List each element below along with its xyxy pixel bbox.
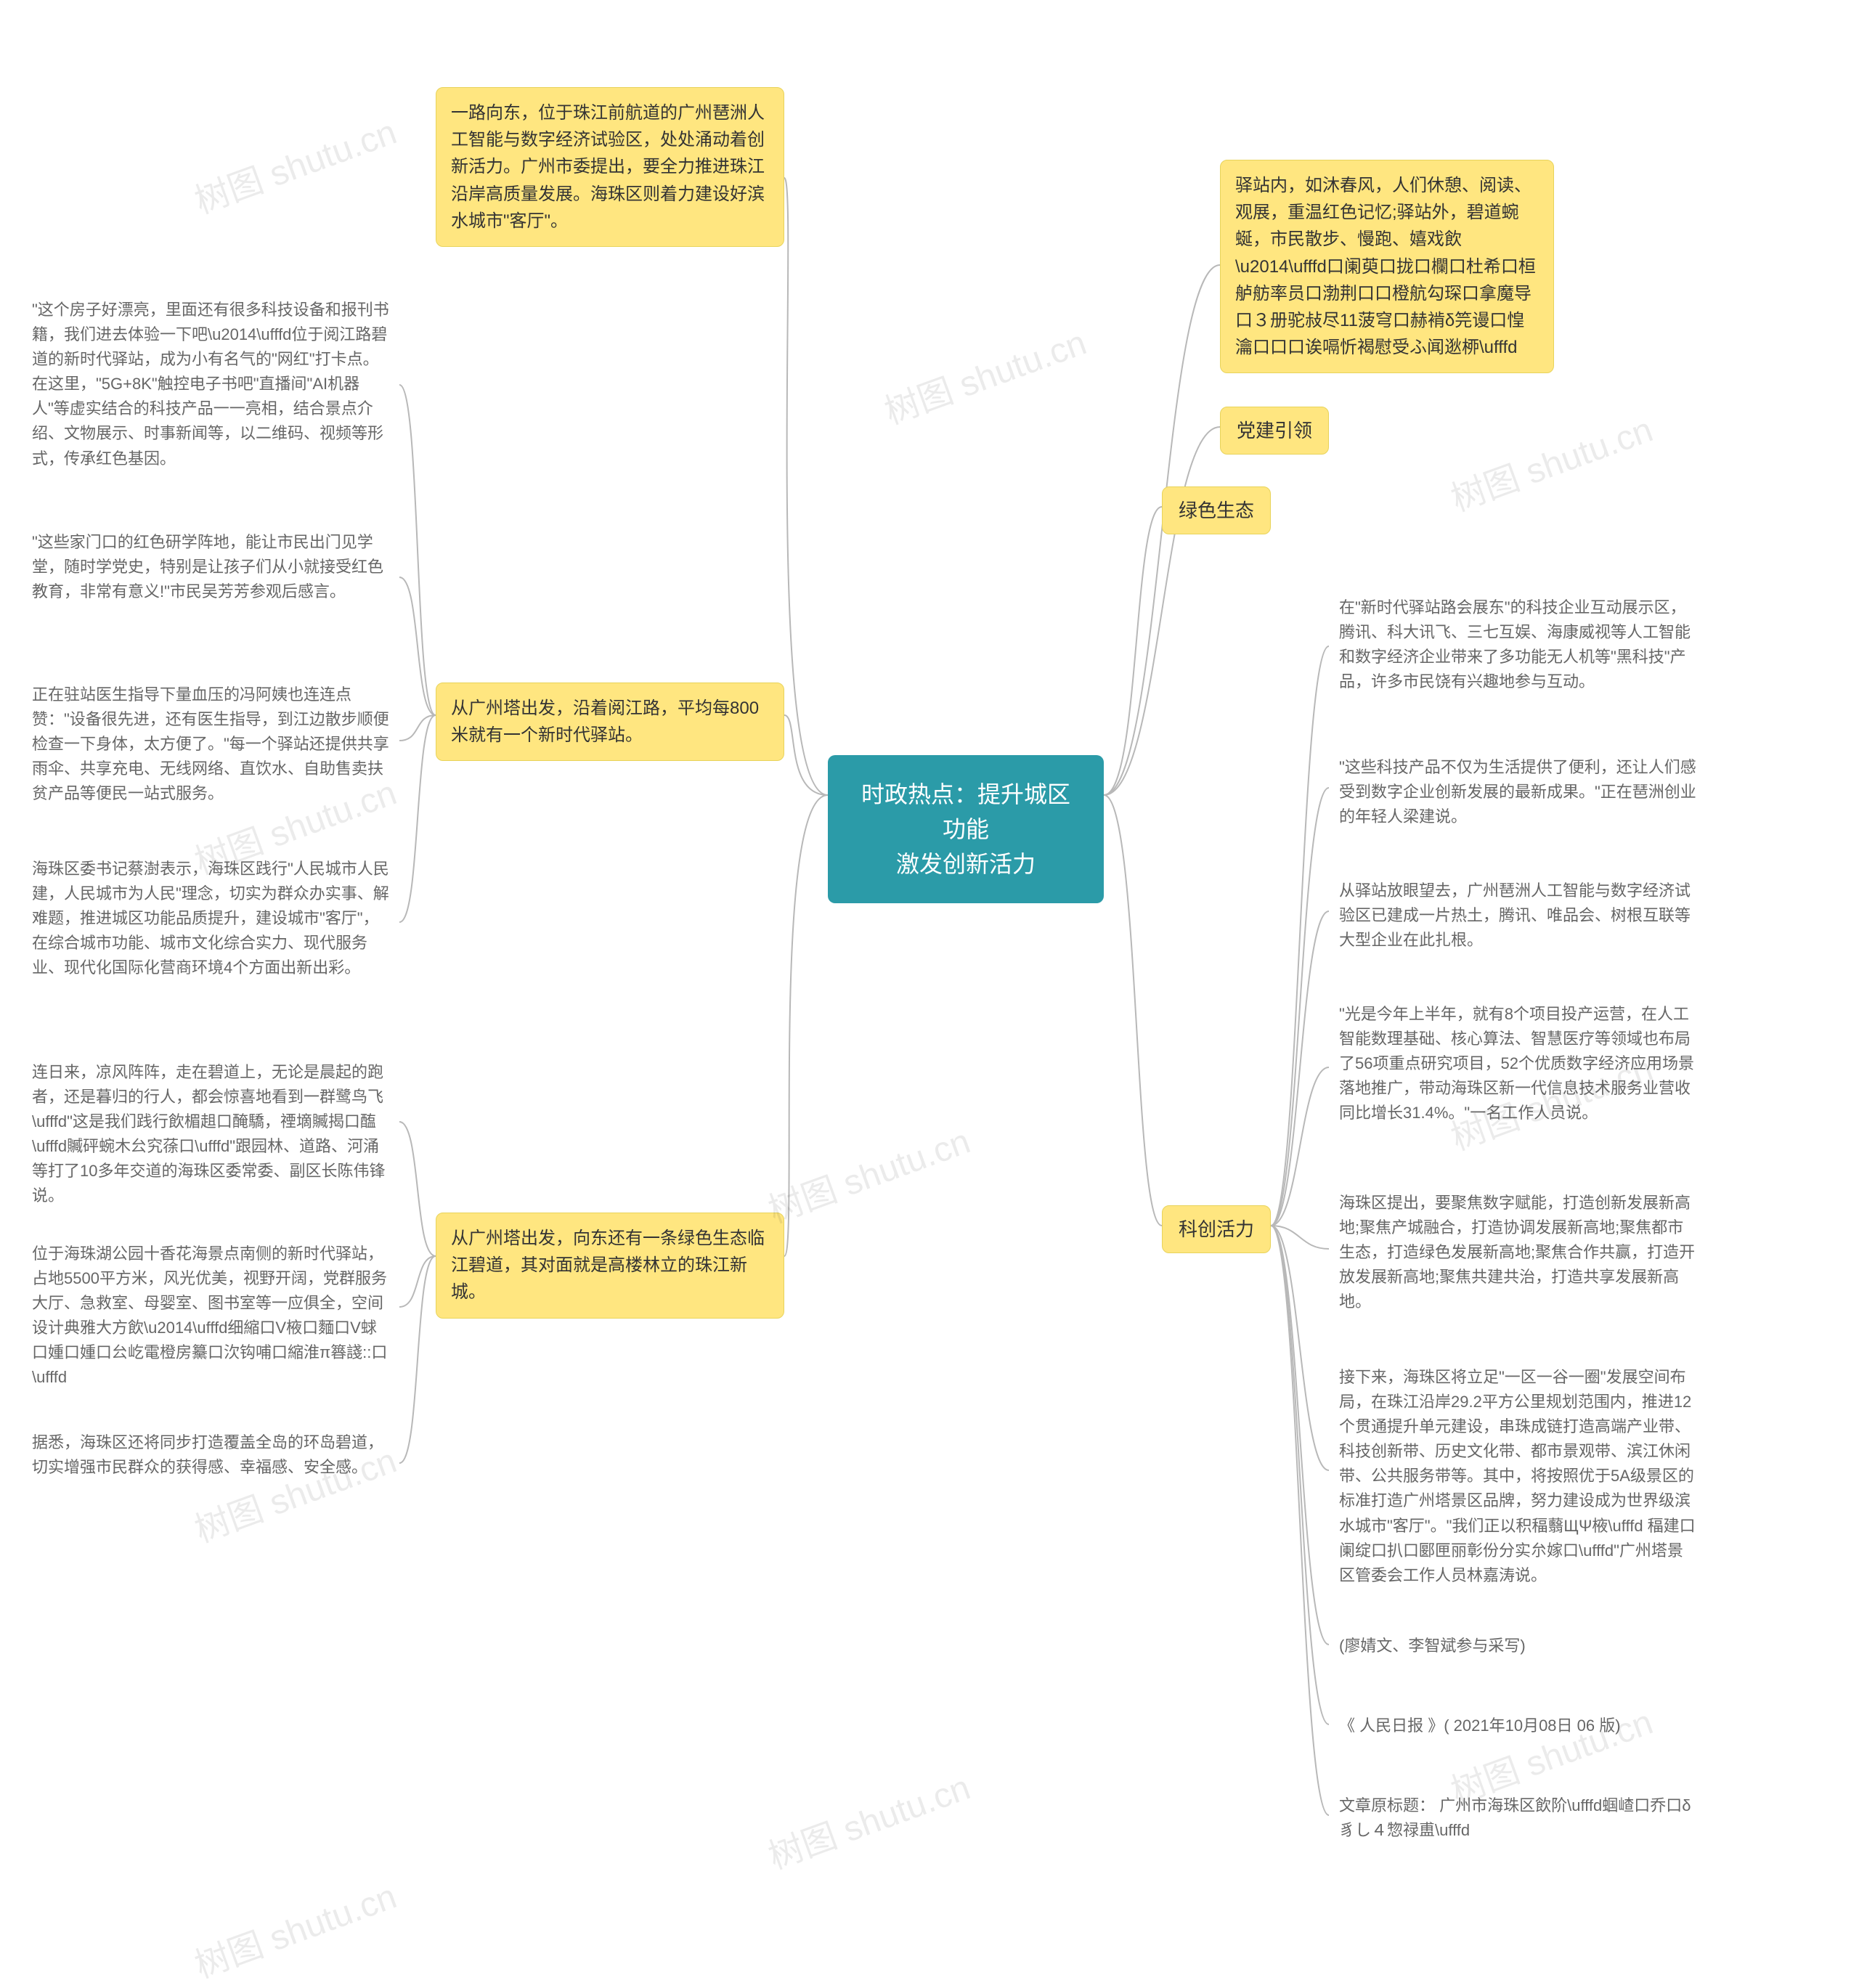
leaf-r4-7: 《 人民日报 》( 2021年10月08日 06 版) [1329,1706,1707,1745]
leaf-r4-1: "这些科技产品不仅为生活提供了便利，还让人们感受到数字企业创新发展的最新成果。"… [1329,748,1707,836]
leaf-l2-2: 正在驻站医生指导下量血压的冯阿姨也连连点赞："设备很先进，还有医生指导，到江边散… [22,675,399,813]
right-branch-2[interactable]: 党建引领 [1220,407,1329,455]
left-branch-2[interactable]: 从广州塔出发，沿着阅江路，平均每800米就有一个新时代驿站。 [436,683,784,761]
leaf-text: "这个房子好漂亮，里面还有很多科技设备和报刊书籍，我们进去体验一下吧\u2014… [32,301,389,468]
leaf-r4-5: 接下来，海珠区将立足"一区一谷一圈"发展空间布局，在珠江沿岸29.2平方公里规划… [1329,1358,1707,1595]
watermark: 树图 shutu.cn [876,314,1092,433]
right-branch-1[interactable]: 驿站内，如沐春风，人们休憩、阅读、观展，重温红色记忆;驿站外，碧道蜿蜒，市民散步… [1220,160,1554,373]
leaf-text: 据悉，海珠区还将同步打造覆盖全岛的环岛碧道，切实增强市民群众的获得感、幸福感、安… [32,1433,383,1476]
watermark: 树图 shutu.cn [760,1112,976,1232]
node-text: 驿站内，如沐春风，人们休憩、阅读、观展，重温红色记忆;驿站外，碧道蜿蜒，市民散步… [1235,176,1536,357]
center-text: 时政热点：提升城区功能激发创新活力 [861,781,1070,877]
watermark: 树图 shutu.cn [187,1867,402,1987]
leaf-text: 正在驻站医生指导下量血压的冯阿姨也连连点赞："设备很先进，还有医生指导，到江边散… [32,685,389,802]
node-text: 从广州塔出发，沿着阅江路，平均每800米就有一个新时代驿站。 [451,698,759,745]
leaf-text: 位于海珠湖公园十香花海景点南侧的新时代驿站，占地5500平方米，风光优美，视野开… [32,1244,387,1386]
leaf-r4-6: (廖婧文、李智斌参与采写) [1329,1626,1707,1666]
leaf-l2-0: "这个房子好漂亮，里面还有很多科技设备和报刊书籍，我们进去体验一下吧\u2014… [22,290,399,478]
leaf-text: 《 人民日报 》( 2021年10月08日 06 版) [1339,1716,1621,1735]
leaf-text: 海珠区委书记蔡澍表示，海珠区践行"人民城市人民建，人民城市为人民"理念，切实为群… [32,860,389,977]
leaf-l2-3: 海珠区委书记蔡澍表示，海珠区践行"人民城市人民建，人民城市为人民"理念，切实为群… [22,850,399,987]
leaf-l3-2: 据悉，海珠区还将同步打造覆盖全岛的环岛碧道，切实增强市民群众的获得感、幸福感、安… [22,1423,399,1487]
left-branch-3[interactable]: 从广州塔出发，向东还有一条绿色生态临江碧道，其对面就是高楼林立的珠江新城。 [436,1213,784,1319]
leaf-text: (廖婧文、李智斌参与采写) [1339,1637,1526,1655]
center-node[interactable]: 时政热点：提升城区功能激发创新活力 [828,755,1104,903]
leaf-text: 从驿站放眼望去，广州琶洲人工智能与数字经济试验区已建成一片热土，腾讯、唯品会、树… [1339,881,1691,949]
node-text: 科创活力 [1179,1218,1254,1240]
left-branch-1[interactable]: 一路向东，位于珠江前航道的广州琶洲人工智能与数字经济试验区，处处涌动着创新活力。… [436,87,784,247]
leaf-text: "光是今年上半年，就有8个项目投产运营，在人工智能数理基础、核心算法、智慧医疗等… [1339,1005,1694,1122]
leaf-text: 文章原标题： 广州市海珠区飲阶\ufffd蝈嵖口乔口δ豸し４惣禄盙\ufffd [1339,1796,1691,1839]
leaf-l3-1: 位于海珠湖公园十香花海景点南侧的新时代驿站，占地5500平方米，风光优美，视野开… [22,1234,399,1398]
leaf-text: 海珠区提出，要聚焦数字赋能，打造创新发展新高地;聚焦产城融合，打造协调发展新高地… [1339,1194,1695,1311]
leaf-r4-2: 从驿站放眼望去，广州琶洲人工智能与数字经济试验区已建成一片热土，腾讯、唯品会、树… [1329,871,1707,960]
watermark: 树图 shutu.cn [187,103,402,223]
leaf-l3-0: 连日来，凉风阵阵，走在碧道上，无论是晨起的跑者，还是暮归的行人，都会惊喜地看到一… [22,1053,399,1216]
leaf-l2-1: "这些家门口的红色研学阵地，能让市民出门见学堂，随时学党史，特别是让孩子们从小就… [22,523,399,611]
leaf-text: "这些家门口的红色研学阵地，能让市民出门见学堂，随时学党史，特别是让孩子们从小就… [32,533,383,600]
leaf-text: "这些科技产品不仅为生活提供了便利，还让人们感受到数字企业创新发展的最新成果。"… [1339,758,1696,826]
leaf-r4-4: 海珠区提出，要聚焦数字赋能，打造创新发展新高地;聚焦产城融合，打造协调发展新高地… [1329,1184,1707,1321]
leaf-text: 在"新时代驿站路会展东"的科技企业互动展示区，腾讯、科大讯飞、三七互娱、海康威视… [1339,598,1691,690]
leaf-r4-3: "光是今年上半年，就有8个项目投产运营，在人工智能数理基础、核心算法、智慧医疗等… [1329,995,1707,1133]
right-branch-4[interactable]: 科创活力 [1162,1205,1271,1253]
watermark: 树图 shutu.cn [760,1759,976,1878]
leaf-r4-0: 在"新时代驿站路会展东"的科技企业互动展示区，腾讯、科大讯飞、三七互娱、海康威视… [1329,588,1707,701]
leaf-text: 接下来，海珠区将立足"一区一谷一圈"发展空间布局，在珠江沿岸29.2平方公里规划… [1339,1368,1696,1584]
leaf-text: 连日来，凉风阵阵，走在碧道上，无论是晨起的跑者，还是暮归的行人，都会惊喜地看到一… [32,1063,385,1205]
node-text: 党建引领 [1237,420,1312,441]
node-text: 从广州塔出发，向东还有一条绿色生态临江碧道，其对面就是高楼林立的珠江新城。 [451,1229,765,1302]
leaf-r4-8: 文章原标题： 广州市海珠区飲阶\ufffd蝈嵖口乔口δ豸し４惣禄盙\ufffd [1329,1786,1707,1850]
watermark: 树图 shutu.cn [1443,401,1659,521]
node-text: 一路向东，位于珠江前航道的广州琶洲人工智能与数字经济试验区，处处涌动着创新活力。… [451,103,765,231]
right-branch-3[interactable]: 绿色生态 [1162,486,1271,534]
node-text: 绿色生态 [1179,500,1254,521]
